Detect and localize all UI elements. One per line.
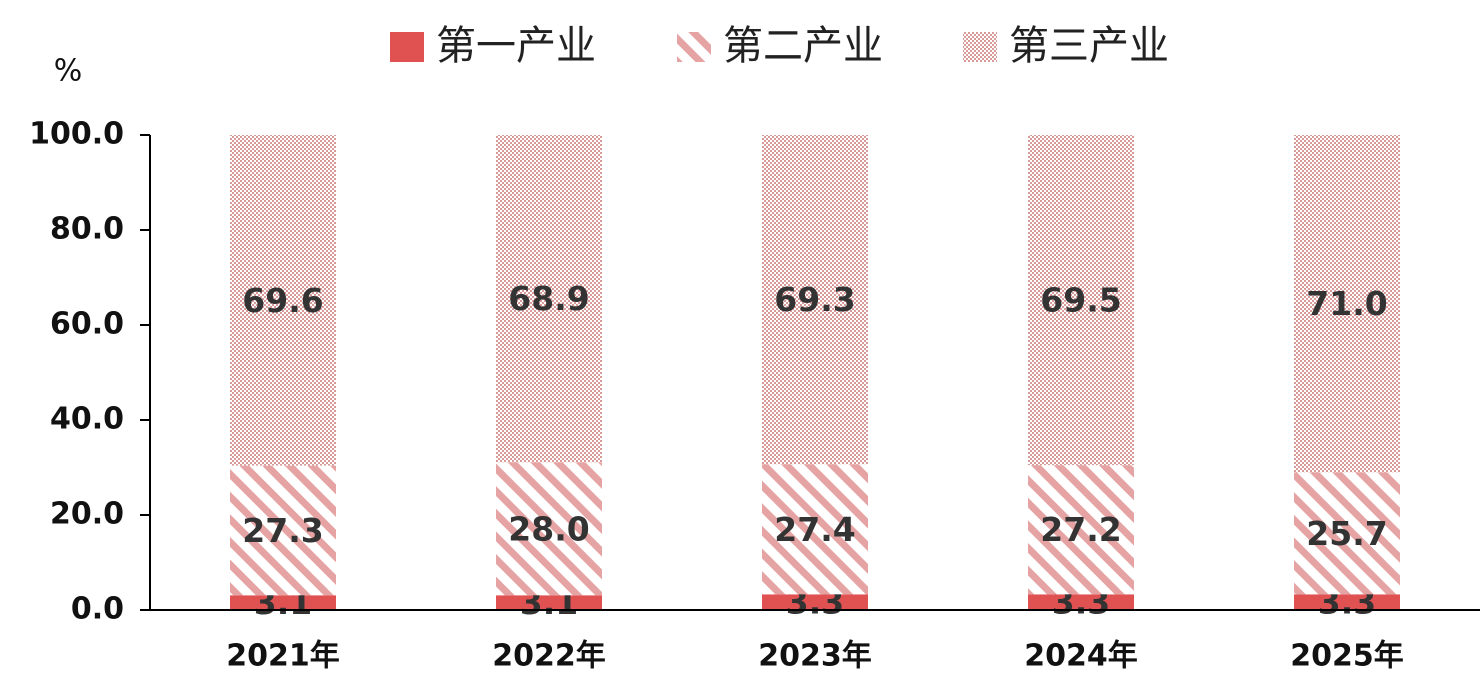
legend-swatch [963, 32, 997, 62]
bar-segment [762, 464, 868, 595]
y-tick-label: 20.0 [50, 497, 124, 532]
bar-segment [496, 135, 602, 463]
x-tick-label: 2023年 [758, 639, 872, 674]
bar-segment [496, 462, 602, 596]
x-tick-label: 2022年 [492, 639, 606, 674]
legend-label: 第一产业 [436, 23, 596, 69]
legend-swatch [390, 32, 424, 62]
data-label: 25.7 [1306, 514, 1387, 553]
y-tick-label: 60.0 [50, 307, 124, 342]
data-label: 27.2 [1040, 510, 1121, 549]
data-label: 69.5 [1040, 281, 1121, 320]
bar-segment [1028, 594, 1134, 610]
data-label: 68.9 [508, 279, 589, 318]
data-label: 69.6 [242, 281, 323, 320]
legend-label: 第二产业 [723, 23, 883, 69]
bar-segment [230, 595, 336, 610]
data-label: 27.4 [774, 510, 855, 549]
y-tick-label: 100.0 [29, 117, 124, 152]
bar-segment [1294, 135, 1400, 473]
bar-segment [1294, 472, 1400, 595]
y-tick-label: 0.0 [71, 592, 124, 627]
bar-segment [496, 595, 602, 610]
x-tick-label: 2025年 [1290, 639, 1404, 674]
data-label: 71.0 [1306, 284, 1387, 323]
x-tick-label: 2024年 [1024, 639, 1138, 674]
bar-segment [1294, 594, 1400, 610]
data-label: 69.3 [774, 280, 855, 319]
bar-segment [230, 465, 336, 596]
bar-segment [762, 594, 868, 610]
legend-swatch [677, 32, 711, 62]
y-tick-label: 40.0 [50, 402, 124, 437]
data-label: 27.3 [242, 511, 323, 550]
bar-segment [1028, 135, 1134, 466]
legend-label: 第三产业 [1009, 23, 1169, 69]
bar-segment [1028, 465, 1134, 595]
data-label: 28.0 [508, 509, 589, 548]
x-tick-label: 2021年 [226, 639, 340, 674]
bar-segment [230, 135, 336, 466]
y-axis-label: % [54, 54, 83, 89]
bar-segment [762, 135, 868, 465]
y-tick-label: 80.0 [50, 212, 124, 247]
